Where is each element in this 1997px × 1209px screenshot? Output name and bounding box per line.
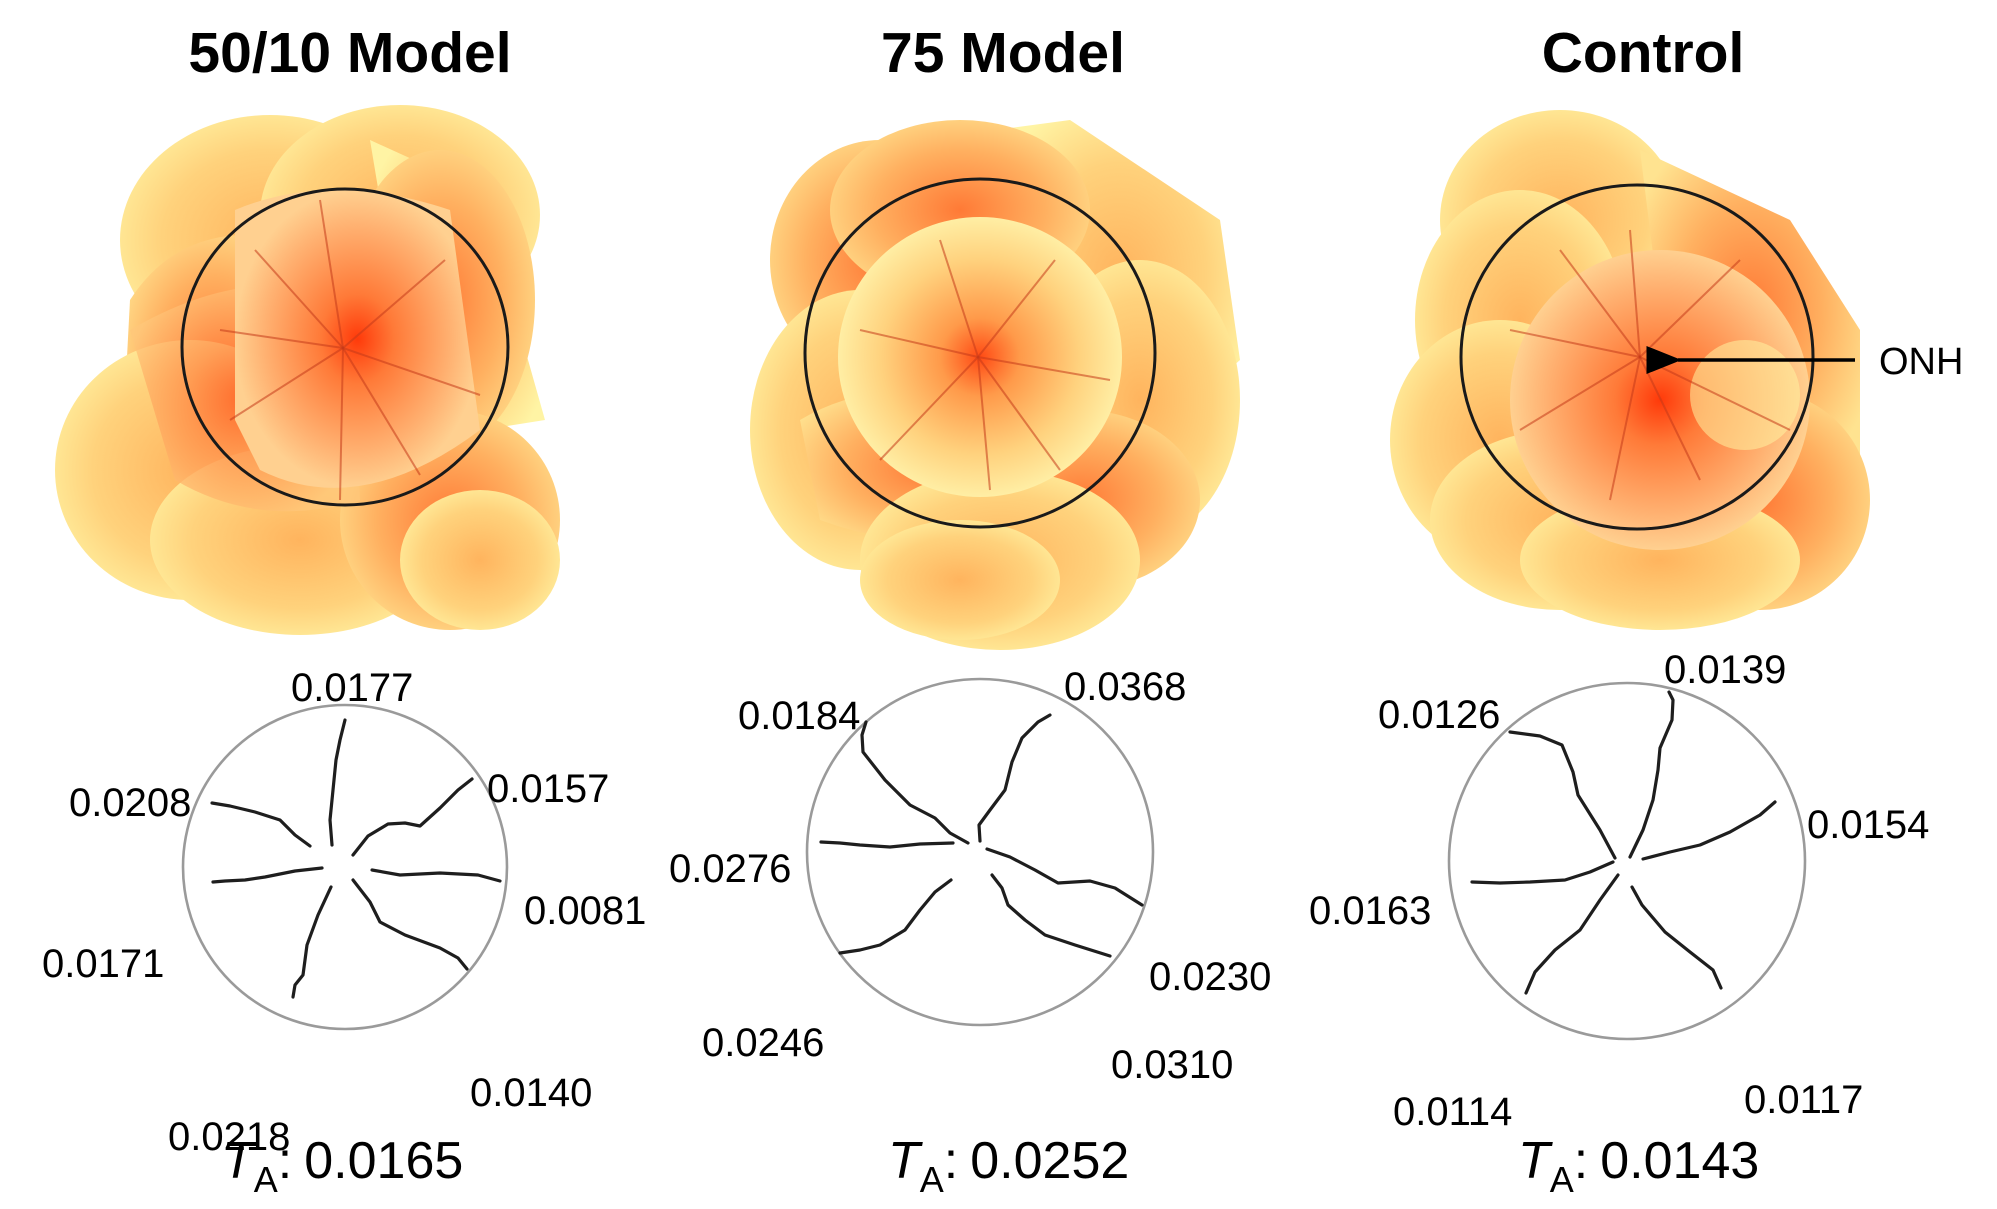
tortuosity-value: 0.0140: [470, 1071, 592, 1115]
vessel-trace: [351, 777, 474, 857]
fundus-vessels: [859, 239, 1111, 491]
vessel-trace: [211, 866, 324, 884]
fundus-vessels: [1509, 229, 1791, 501]
tortuosity-value: 0.0114: [1393, 1090, 1512, 1134]
tortuosity-value: 0.0154: [1807, 803, 1929, 847]
tortuosity-value: 0.0081: [524, 889, 646, 933]
ta-value: 0.0165: [304, 1132, 463, 1190]
vessel-trace: [370, 868, 502, 883]
analysis-region-ring: [180, 187, 510, 507]
fundus-mosaic: [750, 120, 1240, 650]
tortuosity-value: 0.0163: [1309, 889, 1431, 933]
vessel-trace: [328, 718, 347, 847]
vessel-trace: [819, 840, 955, 849]
trace-boundary-circle: [1447, 681, 1807, 1041]
vessel-trace: [1628, 690, 1675, 859]
vessel-trace: [351, 878, 469, 971]
onh-annotation: ONH: [1646, 341, 1963, 383]
tortuosity-value: 0.0218: [168, 1115, 290, 1159]
tortuosity-value: 0.0368: [1064, 665, 1186, 709]
ta-subscript: A: [920, 1159, 944, 1200]
vessel-trace: [985, 847, 1144, 907]
ta-subscript: A: [1550, 1159, 1574, 1200]
vessel-trace: [1524, 873, 1620, 995]
vessel-trace-diagram: 0.0368 0.0230 0.0310 0.0246 0.0276 0.018…: [669, 665, 1271, 1087]
trace-boundary-circle: [805, 677, 1155, 1027]
vessel-trace: [210, 801, 312, 848]
tortuosity-value: 0.0230: [1149, 955, 1271, 999]
fundus-mosaic: [1390, 110, 1870, 630]
fundus-tiles: [55, 105, 560, 635]
vessel-trace-diagram: 0.0177 0.0157 0.0081 0.0140 0.0218 0.017…: [42, 666, 646, 1159]
analysis-region-ring: [1459, 183, 1815, 531]
vessel-trace: [990, 873, 1112, 958]
tortuosity-value: 0.0208: [69, 781, 191, 825]
ta-symbol: T: [222, 1132, 257, 1190]
trace-boundary-circle: [181, 703, 509, 1031]
panel-title: Control: [1542, 21, 1745, 85]
analysis-region-ring: [803, 177, 1157, 529]
vessel-trace: [977, 713, 1052, 843]
fundus-tiles: [750, 120, 1240, 650]
vessel-trace: [860, 720, 970, 845]
ta-separator: :: [1574, 1132, 1588, 1190]
tortuosity-value: 0.0184: [738, 694, 860, 738]
vessel-trace-diagram: 0.0139 0.0154 0.0117 0.0114 0.0163 0.012…: [1309, 648, 1929, 1134]
vessel-trace: [1630, 885, 1723, 990]
tortuosity-value: 0.0139: [1664, 648, 1786, 692]
tortuosity-value: 0.0276: [669, 847, 791, 891]
fundus-mosaic: [55, 105, 560, 635]
ta-symbol: T: [1518, 1132, 1553, 1190]
vessel-trace: [838, 878, 953, 955]
average-tortuosity: TA: 0.0252: [888, 1132, 1129, 1200]
vessel-trace: [1508, 730, 1617, 860]
ta-value: 0.0143: [1600, 1132, 1759, 1190]
ta-symbol: T: [888, 1132, 923, 1190]
average-tortuosity: TA: 0.0165: [222, 1132, 463, 1200]
tortuosity-value: 0.0177: [291, 666, 413, 710]
panel-title: 50/10 Model: [188, 21, 511, 85]
tortuosity-value: 0.0171: [42, 942, 164, 986]
ta-separator: :: [278, 1132, 292, 1190]
tortuosity-value: 0.0157: [487, 767, 609, 811]
vessel-trace: [1641, 800, 1777, 861]
vessel-trace: [1470, 860, 1615, 885]
tortuosity-value: 0.0246: [702, 1021, 824, 1065]
panel-title: 75 Model: [881, 21, 1125, 85]
fundus-vessels: [219, 199, 481, 501]
tortuosity-value: 0.0126: [1378, 693, 1500, 737]
vessel-trace: [291, 885, 333, 999]
ta-separator: :: [944, 1132, 958, 1190]
average-tortuosity: TA: 0.0143: [1518, 1132, 1759, 1200]
fundus-tiles: [1390, 110, 1870, 630]
tortuosity-value: 0.0117: [1744, 1078, 1863, 1122]
onh-label: ONH: [1879, 341, 1963, 383]
ta-value: 0.0252: [970, 1132, 1129, 1190]
ta-subscript: A: [254, 1159, 278, 1200]
tortuosity-value: 0.0310: [1111, 1043, 1233, 1087]
